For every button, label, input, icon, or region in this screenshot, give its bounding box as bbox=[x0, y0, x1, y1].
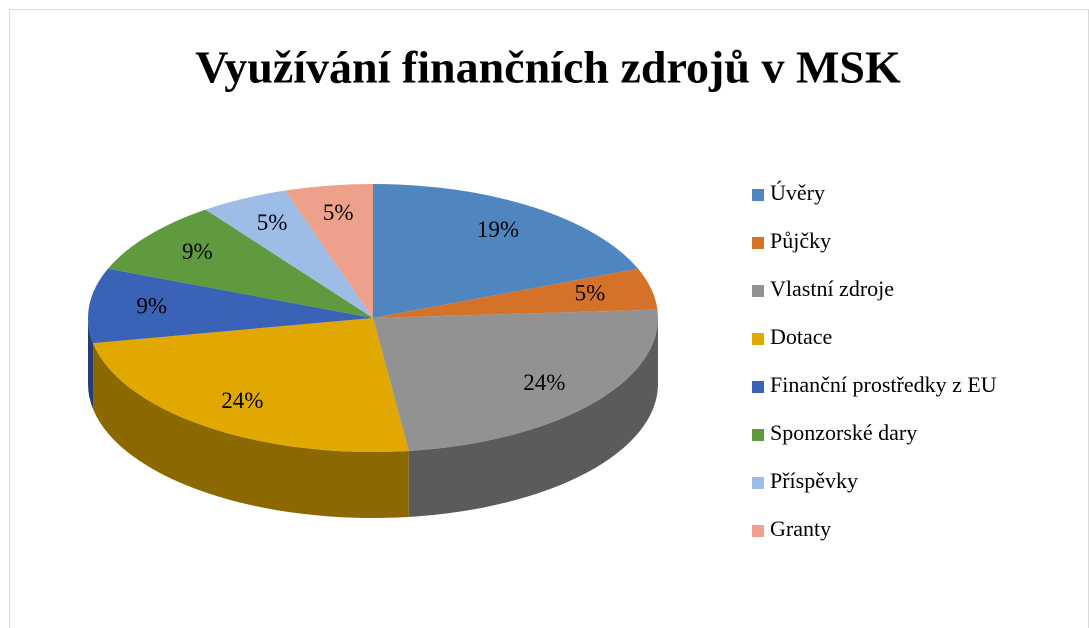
pie-slice bbox=[93, 318, 409, 452]
data-label: 5% bbox=[323, 200, 354, 225]
pie-slice bbox=[87, 268, 374, 344]
data-label: 19% bbox=[477, 217, 519, 242]
pie-side bbox=[88, 318, 94, 410]
legend-label: Finanční prostředky z EU bbox=[770, 372, 997, 397]
pie-slice bbox=[373, 184, 638, 318]
legend-swatch bbox=[752, 189, 764, 201]
legend-swatch bbox=[752, 381, 764, 393]
data-label: 9% bbox=[182, 239, 213, 264]
legend-label: Dotace bbox=[770, 324, 832, 349]
pie-slice bbox=[373, 309, 658, 451]
pie-side bbox=[408, 318, 658, 517]
legend-swatch bbox=[752, 429, 764, 441]
legend-swatch bbox=[752, 285, 764, 297]
pie-slice bbox=[284, 184, 373, 318]
legend-label: Příspěvky bbox=[770, 468, 858, 493]
legend-swatch bbox=[752, 525, 764, 537]
pie-slice bbox=[205, 190, 373, 318]
chart-title: Využívání finančních zdrojů v MSK bbox=[195, 42, 901, 93]
legend-label: Sponzorské dary bbox=[770, 420, 917, 445]
legend-swatch bbox=[752, 237, 764, 249]
data-label: 24% bbox=[523, 370, 565, 395]
legend-label: Vlastní zdroje bbox=[770, 276, 894, 301]
data-label: 5% bbox=[575, 280, 606, 305]
data-label: 9% bbox=[136, 293, 167, 318]
pie-slice bbox=[373, 268, 658, 318]
pie-side bbox=[93, 343, 409, 518]
legend-swatch bbox=[752, 333, 764, 345]
pie-slice bbox=[108, 209, 373, 318]
legend-label: Úvěry bbox=[770, 180, 825, 205]
data-label: 5% bbox=[257, 210, 288, 235]
legend-label: Granty bbox=[770, 516, 831, 541]
data-label: 24% bbox=[221, 388, 263, 413]
legend-label: Půjčky bbox=[770, 228, 831, 253]
legend-swatch bbox=[752, 477, 764, 489]
